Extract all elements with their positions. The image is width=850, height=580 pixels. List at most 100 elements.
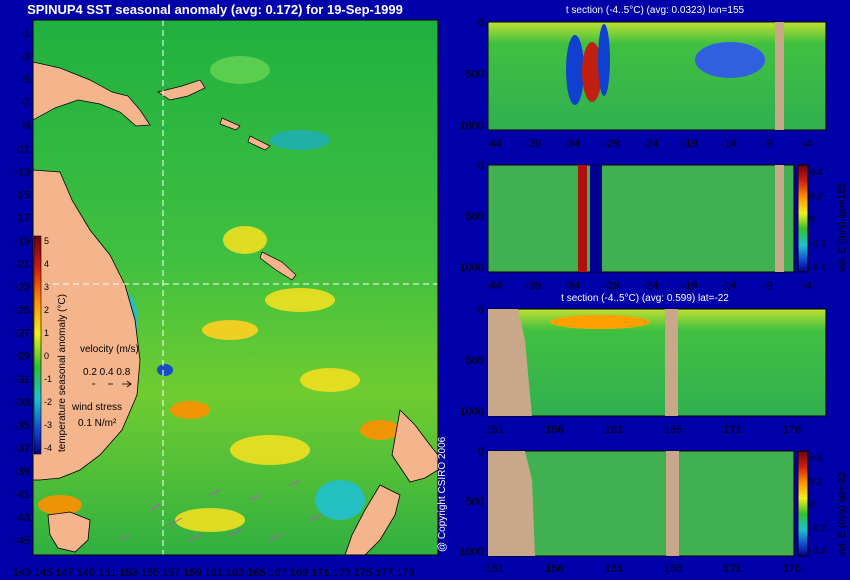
section-land xyxy=(488,309,532,416)
warm-patch xyxy=(38,495,82,515)
y-tick-label: 0 xyxy=(478,17,484,29)
section-panel-4: 0 500 1000 151 156 161 166 171 176 0.4 0.2 0 -0.2 -… xyxy=(460,446,848,575)
y-axis: 0 500 1000 xyxy=(460,17,484,132)
velocity-arrows xyxy=(119,480,323,541)
section-land xyxy=(775,165,784,272)
x-tick-label: 151 xyxy=(486,424,504,436)
lat-axis: -1 -3 -5 -7 -9 -11 -13 -15 -17 -19 -21 -23 -25 -27 -29… xyxy=(14,28,30,547)
lon-tick-label: 167 xyxy=(268,567,286,579)
section-panel-1: t section (-4..5°C) (avg: 0.0323) lon=15… xyxy=(460,5,827,150)
warm-patch xyxy=(300,368,360,392)
lat-tick-label: -25 xyxy=(14,305,30,317)
lon-tick-label: 151 xyxy=(98,567,116,579)
x-tick-label: -39 xyxy=(525,280,541,292)
x-tick-label: -24 xyxy=(643,280,659,292)
velocity-legend-values: 0.2 0.4 0.8 xyxy=(83,367,131,378)
colorbar-tick-label: 4 xyxy=(44,259,49,269)
colorbar-tick-label: -0.2 xyxy=(810,523,826,533)
lat-tick-label: -35 xyxy=(14,420,30,432)
colorbar-tick-label: 1 xyxy=(44,328,49,338)
cold-anomaly xyxy=(566,35,584,105)
x-tick-label: -34 xyxy=(564,280,580,292)
warm-patch xyxy=(223,226,267,254)
x-tick-label: -24 xyxy=(643,138,659,150)
lat-tick-label: -27 xyxy=(14,328,30,340)
land-solomons xyxy=(219,117,271,151)
x-tick-label: -4 xyxy=(802,138,812,150)
colorbar-tick-label: 0 xyxy=(44,351,49,361)
anomaly-patches xyxy=(38,56,400,532)
x-tick-label: 176 xyxy=(783,424,801,436)
colorbar-tick-label: 0 xyxy=(810,500,815,510)
lon-axis: 143 145 147 149 151 153 155 157 159 161 163 165 167 1… xyxy=(13,567,415,579)
cool-patch xyxy=(270,130,330,150)
land-new-caledonia xyxy=(259,251,297,281)
lon-tick-label: 175 xyxy=(354,567,372,579)
cold-anomaly xyxy=(598,24,610,96)
lat-tick-label: -45 xyxy=(14,535,30,547)
x-tick-label: -29 xyxy=(603,138,619,150)
panel-side-label: vel. E (m/s) lat=-22 xyxy=(837,471,848,556)
cool-patch xyxy=(315,480,365,520)
x-tick-label: -14 xyxy=(721,280,737,292)
lon-tick-label: 153 xyxy=(119,567,137,579)
x-tick-label: -44 xyxy=(486,280,502,292)
lon-tick-label: 161 xyxy=(205,567,223,579)
lon-tick-label: 173 xyxy=(332,567,350,579)
y-tick-label: 1000 xyxy=(460,406,484,418)
y-tick-label: 500 xyxy=(466,68,484,80)
lat-tick-label: -23 xyxy=(14,282,30,294)
cold-band xyxy=(590,165,602,272)
colorbar-tick-label: 3 xyxy=(44,282,49,292)
panel-plot xyxy=(487,164,795,273)
warm-patch xyxy=(360,420,400,440)
colorbar-tick-label: -3 xyxy=(44,420,52,430)
x-tick-label: 166 xyxy=(664,424,682,436)
wind-legend-title: wind stress xyxy=(71,402,122,413)
wind-legend-value: 0.1 N/m² xyxy=(78,418,117,429)
lat-tick-label: -41 xyxy=(14,489,30,501)
section-land xyxy=(665,309,678,416)
x-axis: 151 156 161 166 171 176 xyxy=(486,424,801,436)
sst-map: -1-3-5-7-9-11-13-15-17-19-21-23-25-27-29… xyxy=(13,19,448,579)
colorbar-tick-label: 5 xyxy=(44,236,49,246)
lon-tick-label: 171 xyxy=(311,567,329,579)
colorbar-tick-label: 0.2 xyxy=(810,191,823,201)
lat-tick-label: -5 xyxy=(20,74,30,86)
y-tick-label: 500 xyxy=(466,211,484,223)
y-tick-label: 500 xyxy=(466,496,484,508)
x-axis: 151 156 161 166 171 176 xyxy=(486,563,801,575)
colorbar-label: temperature seasonal anomaly (°C) xyxy=(57,294,68,452)
lat-tick-label: -21 xyxy=(14,259,30,271)
warm-patch xyxy=(202,320,258,340)
lat-tick-label: -9 xyxy=(20,120,30,132)
vel-colorbar xyxy=(797,164,809,273)
velocity-legend-arrows xyxy=(92,380,132,388)
y-axis: 0 500 1000 xyxy=(460,446,484,558)
lon-tick-label: 169 xyxy=(290,567,308,579)
land-new-britain xyxy=(157,79,206,101)
section-land xyxy=(666,451,679,556)
x-tick-label: -4 xyxy=(802,280,812,292)
warm-band xyxy=(578,165,587,272)
copyright: @ Copyright CSIRO 2006 xyxy=(437,436,448,552)
x-tick-label: -9 xyxy=(763,280,773,292)
y-axis: 0 500 1000 xyxy=(460,160,484,274)
warm-patch xyxy=(170,401,210,419)
warm-patch xyxy=(265,288,335,312)
x-tick-label: 161 xyxy=(605,563,623,575)
warm-anomaly xyxy=(582,42,602,102)
vel-colorbar xyxy=(797,450,809,557)
panel-plot xyxy=(487,21,827,131)
section-panel-3: t section (-4..5°C) (avg: 0.599) lat=-22… xyxy=(460,293,827,436)
colorbar-tick-label: -1 xyxy=(44,374,52,384)
lon-tick-label: 145 xyxy=(34,567,52,579)
map-colorbar: 5 4 3 2 1 0 -1 -2 -3 -4 temperature seasonal anom… xyxy=(33,235,68,455)
lon-tick-label: 143 xyxy=(13,567,31,579)
y-tick-label: 1000 xyxy=(460,262,484,274)
main-title: SPINUP4 SST seasonal anomaly (avg: 0.172… xyxy=(27,2,403,17)
cold-anomaly xyxy=(695,42,765,78)
x-tick-label: -44 xyxy=(486,138,502,150)
land-new-guinea xyxy=(33,61,151,127)
lon-tick-label: 163 xyxy=(226,567,244,579)
